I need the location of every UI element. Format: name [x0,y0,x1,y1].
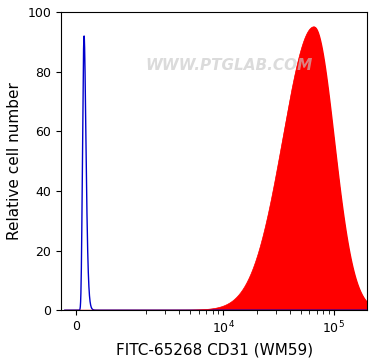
Text: WWW.PTGLAB.COM: WWW.PTGLAB.COM [146,58,313,73]
Y-axis label: Relative cell number: Relative cell number [7,82,22,240]
X-axis label: FITC-65268 CD31 (WM59): FITC-65268 CD31 (WM59) [116,342,313,357]
